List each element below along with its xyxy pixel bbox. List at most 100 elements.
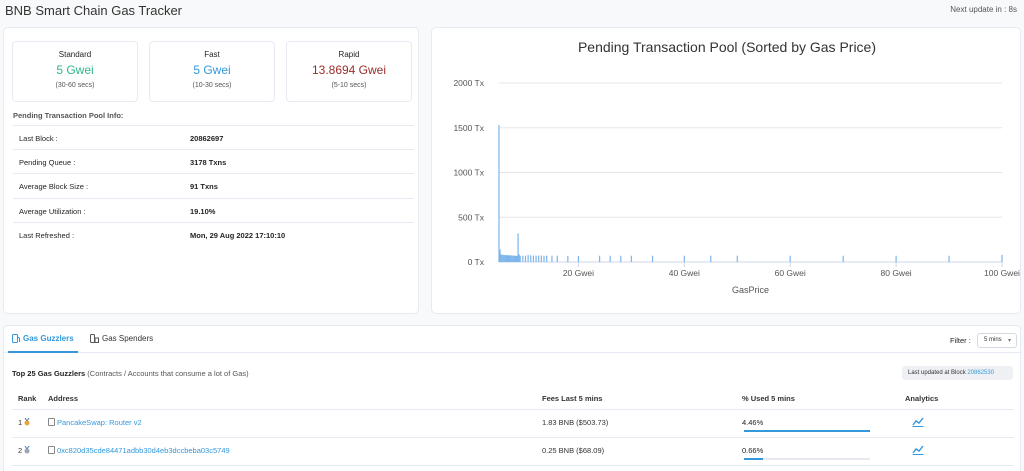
chart-bar [535,255,537,262]
x-tick-label: 60 Gwei [775,268,806,278]
chart-bar [538,255,540,262]
chart-bar [842,255,844,262]
pool-info-key: Pending Queue : [19,158,76,167]
table-row: 1 PancakeSwap: Router v2 1.83 BNB ($503.… [12,410,1014,438]
filter-label: Filter : [950,336,971,345]
chart-bar [651,255,654,262]
chart-bar [500,254,502,262]
gas-standard-box: Standard 5 Gwei (30-60 secs) [12,41,138,102]
chart-bar [609,255,611,262]
x-tick-label: 40 Gwei [669,268,700,278]
gas-rapid-box: Rapid 13.8694 Gwei (5-10 secs) [286,41,412,102]
chart-bar [518,254,520,262]
gas-rapid-label: Rapid [338,50,360,59]
x-axis-title: GasPrice [732,285,769,295]
last-updated-label: Last updated at Block [908,369,968,376]
chart-bar [540,255,542,262]
pool-info-row: Pending Queue : 3178 Txns [13,149,414,174]
tab-gas-spenders[interactable]: Gas Spenders [90,334,153,343]
gas-guzzlers-card: Gas Guzzlers Gas Spenders Filter : 5 min… [3,325,1022,471]
chart-bar [683,255,685,262]
guzzlers-title-rest: (Contracts / Accounts that consume a lot… [85,369,249,378]
chart-bar [630,255,632,262]
rank-value: 2 [18,446,23,455]
chart-bar [514,255,516,262]
gas-overview-card: Standard 5 Gwei (30-60 secs) Fast 5 Gwei… [3,27,419,314]
pool-info-key: Average Block Size : [19,182,89,191]
address-link[interactable]: PancakeSwap: Router v2 [48,418,142,427]
pct-used-cell: 0.66% [742,446,764,455]
gas-rapid-time: (5-10 secs) [331,82,367,89]
chart-title: Pending Transaction Pool (Sorted by Gas … [577,39,877,55]
filter-select[interactable]: 5 mins ▾ [977,333,1017,348]
col-analytics: Analytics [905,394,939,403]
tab-gas-guzzlers[interactable]: Gas Guzzlers [12,334,74,343]
pct-used-bar-fill [744,430,870,432]
chart-bar [551,255,553,262]
chart-bar [527,254,529,262]
pool-info-key: Average Utilization : [19,207,86,216]
guzzlers-table-header: Rank Address Fees Last 5 mins % Used 5 m… [12,388,1014,410]
contract-icon [48,446,55,454]
chart-analytics-icon[interactable] [912,445,924,455]
fuel-icon [12,334,20,343]
last-updated-block-link[interactable]: 20862530 [967,369,995,376]
chart-bar [511,255,513,262]
gas-fast-value: 5 Gwei [193,63,231,77]
pool-info-key: Last Refreshed : [19,231,75,240]
chart-bar [577,255,580,262]
pool-info-key: Last Block : [19,134,58,143]
pct-used-cell: 4.46% [742,418,764,427]
chart-bar [524,255,527,262]
pool-info-value: 91 Txns [190,182,218,191]
y-tick-label: 1000 Tx [453,168,484,178]
page-title: BNB Smart Chain Gas Tracker [5,3,182,18]
pool-info-row: Last Block : 20862697 [13,125,414,150]
chart-bar [556,255,558,262]
chart-bar [498,125,500,262]
pending-pool-chart-card: Pending Transaction Pool (Sorted by Gas … [431,27,1021,314]
chart-bar [515,255,517,262]
chart-bar [499,249,501,262]
address-link[interactable]: 0xc820d35cde84471adbb30d4eb3dccbeba03c57… [48,446,230,455]
spender-icon [90,334,99,343]
filter-selected-value: 5 mins [984,337,1002,343]
chart-bar [1001,254,1003,262]
gold-medal-icon [24,418,30,426]
col-fees: Fees Last 5 mins [542,394,603,403]
address-text: PancakeSwap: Router v2 [57,418,142,427]
chart-bar [504,255,506,262]
chart-bar [567,255,569,262]
silver-medal-icon [24,446,30,454]
address-text: 0xc820d35cde84471adbb30d4eb3dccbeba03c57… [57,446,230,455]
x-tick-label: 20 Gwei [563,268,594,278]
chart-bar [510,255,512,262]
gas-fast-label: Fast [204,50,220,59]
pool-info-value: 20862697 [190,134,224,143]
gas-fast-time: (10-30 secs) [192,82,232,89]
top-bar: BNB Smart Chain Gas Tracker Next update … [0,0,1024,24]
fees-cell: 0.25 BNB ($68.09) [542,446,605,455]
y-tick-label: 500 Tx [458,212,485,222]
tab-bar: Gas Guzzlers Gas Spenders Filter : 5 min… [4,326,1022,353]
x-tick-label: 100 Gwei [984,268,1020,278]
last-updated-badge: Last updated at Block 20862530 [902,366,1013,380]
chart-bar [546,255,548,262]
rank-cell: 1 [18,418,30,427]
next-update-countdown: Next update in : 8s [950,5,1017,14]
pct-used-bar [744,430,870,432]
chart-analytics-icon[interactable] [912,417,924,427]
chart-bar [522,255,524,262]
tab-gas-guzzlers-label: Gas Guzzlers [23,334,74,343]
gas-standard-label: Standard [58,50,92,59]
chart-bar [532,255,535,262]
pool-info-row: Last Refreshed : Mon, 29 Aug 2022 17:10:… [13,222,414,247]
chart-bar [530,255,532,262]
gas-rapid-value: 13.8694 Gwei [311,63,387,77]
chart-bar [519,255,521,262]
table-row: 2 0xc820d35cde84471adbb30d4eb3dccbeba03c… [12,438,1014,466]
pool-info-row: Average Utilization : 19.10% [13,198,414,223]
gas-standard-value: 5 Gwei [56,63,94,77]
chart-bar [507,255,510,262]
y-tick-label: 0 Tx [468,257,485,267]
